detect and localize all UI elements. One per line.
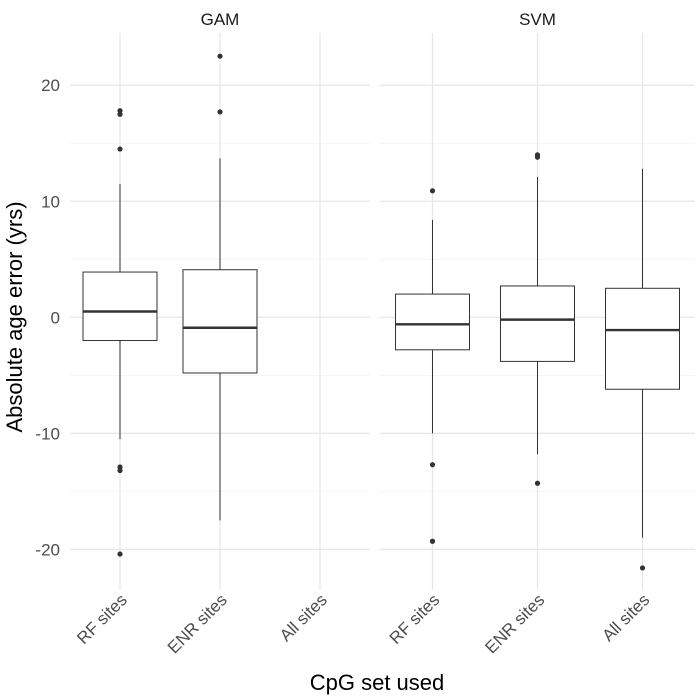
outlier-point <box>117 146 123 152</box>
y-axis-title: Absolute age error (yrs) <box>2 201 27 432</box>
x-tick-label: All sites <box>276 590 331 645</box>
y-tick-label: 10 <box>41 192 60 211</box>
grid-layer <box>70 33 695 590</box>
x-tick-label: ENR sites <box>481 590 548 657</box>
outlier-point <box>117 467 123 474</box>
outlier-point <box>429 188 436 194</box>
outlier-point <box>534 154 541 160</box>
outlier-point <box>217 109 223 115</box>
x-tick-label: ENR sites <box>164 590 231 657</box>
x-tick-label: RF sites <box>386 590 444 648</box>
outlier-point <box>429 538 436 544</box>
outlier-point <box>217 53 223 59</box>
y-tick-label: -10 <box>35 424 60 443</box>
x-tick-label: RF sites <box>73 590 131 648</box>
box-body <box>82 271 158 342</box>
outlier-point <box>639 565 646 571</box>
box-enr-sites <box>500 152 575 486</box>
box-rf-sites <box>82 108 158 557</box>
x-axis-title: CpG set used <box>310 670 445 695</box>
box-body <box>182 269 258 374</box>
panel-gam: GAM RF sites ENR sites All sites <box>73 10 331 657</box>
box-all-sites <box>605 168 680 571</box>
box-rf-sites <box>395 188 470 544</box>
panel-svm: SVM RF sites ENR sites All sites <box>386 10 680 657</box>
outlier-point <box>117 551 123 557</box>
box-body <box>605 287 680 390</box>
panel-strip-label: GAM <box>201 10 240 29</box>
outlier-point <box>117 111 123 117</box>
outlier-point <box>534 480 541 486</box>
y-axis: -20 -10 0 10 20 <box>35 76 60 559</box>
panel-strip-label: SVM <box>519 10 556 29</box>
box-body <box>395 293 470 351</box>
x-tick-label: All sites <box>598 590 653 645</box>
y-tick-label: 0 <box>51 308 60 327</box>
y-tick-label: -20 <box>35 540 60 559</box>
outlier-point <box>429 462 436 468</box>
box-enr-sites <box>182 53 258 521</box>
y-tick-label: 20 <box>41 76 60 95</box>
box-body <box>500 285 575 362</box>
